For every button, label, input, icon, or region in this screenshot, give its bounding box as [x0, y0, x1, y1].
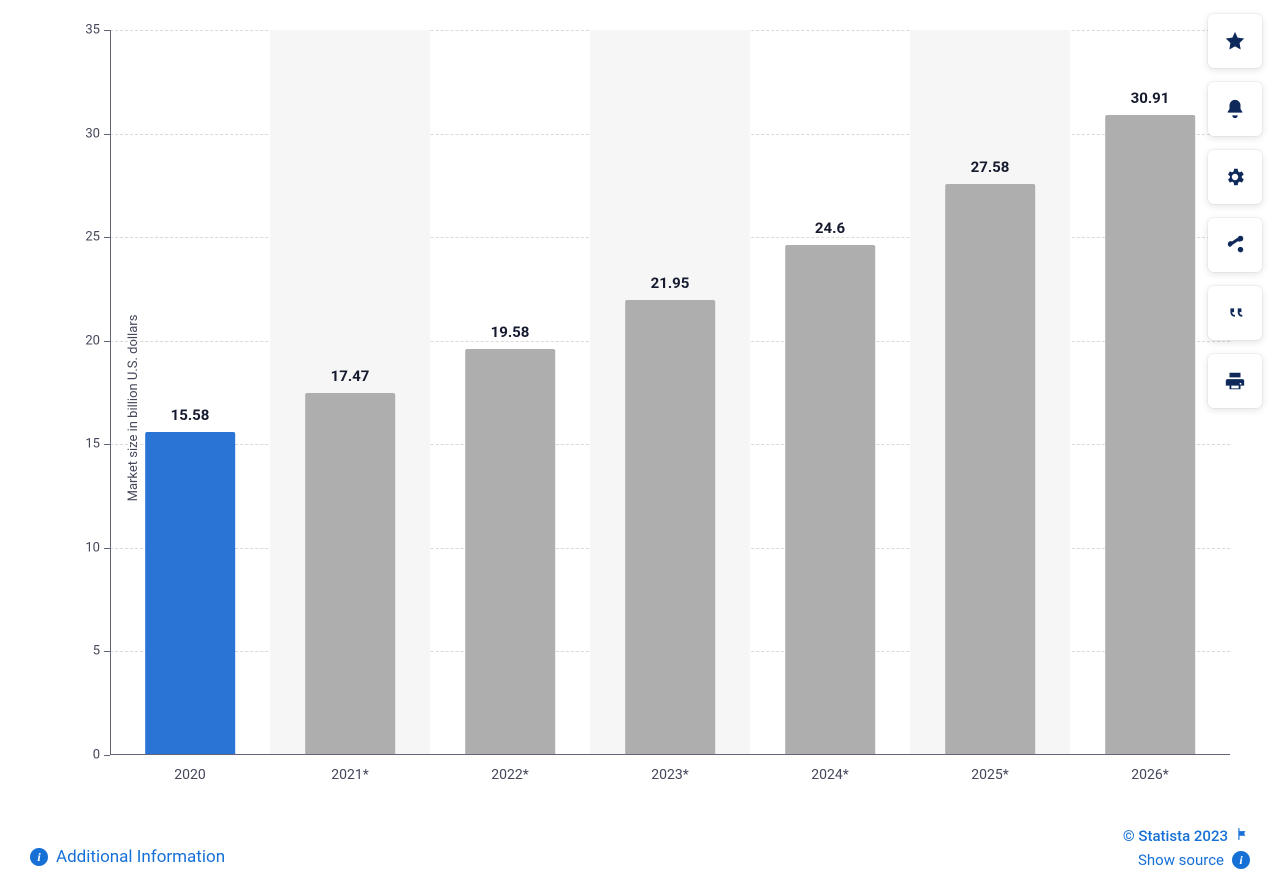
y-tick-label: 35	[85, 23, 100, 38]
statista-credit[interactable]: © Statista 2023	[1123, 827, 1250, 845]
bar-value-label: 30.91	[1131, 89, 1170, 107]
statista-credit-label: © Statista 2023	[1123, 827, 1228, 845]
y-tick-label: 20	[85, 333, 100, 348]
bar-value-label: 24.6	[815, 219, 845, 237]
bar-value-label: 27.58	[971, 158, 1010, 176]
y-tick-label: 5	[93, 644, 100, 659]
x-tick-label: 2025*	[971, 767, 1009, 783]
share-button[interactable]	[1208, 218, 1262, 272]
flag-icon	[1236, 827, 1250, 845]
info-icon: i	[1232, 851, 1250, 869]
y-tick-mark	[104, 341, 110, 342]
y-tick-mark	[104, 134, 110, 135]
x-tick-label: 2023*	[651, 767, 689, 783]
x-tick-label: 2024*	[811, 767, 849, 783]
info-icon: i	[30, 848, 48, 866]
plot-area: 15.58202017.472021*19.582022*21.952023*2…	[110, 30, 1230, 755]
bar-column: 17.472021*	[270, 30, 430, 755]
bar-value-label: 17.47	[331, 367, 370, 385]
bar-column: 30.912026*	[1070, 30, 1230, 755]
bell-icon	[1224, 98, 1246, 120]
y-tick-label: 15	[85, 437, 100, 452]
y-tick-label: 0	[93, 748, 100, 763]
additional-information-link[interactable]: i Additional Information	[30, 847, 225, 867]
y-tick-mark	[104, 237, 110, 238]
bar[interactable]: 21.95	[625, 300, 715, 755]
cite-button[interactable]	[1208, 286, 1262, 340]
show-source-label: Show source	[1138, 851, 1224, 869]
show-source-link[interactable]: Show source i	[1123, 851, 1250, 869]
bar-value-label: 21.95	[651, 274, 690, 292]
y-tick-mark	[104, 651, 110, 652]
bar[interactable]: 17.47	[305, 393, 395, 755]
x-axis-line	[110, 754, 1230, 755]
quote-icon	[1224, 302, 1246, 324]
chart-footer: i Additional Information © Statista 2023…	[30, 817, 1250, 867]
notify-button[interactable]	[1208, 82, 1262, 136]
bar-column: 27.582025*	[910, 30, 1070, 755]
action-bar	[1208, 14, 1262, 408]
y-tick-mark	[104, 30, 110, 31]
y-tick-mark	[104, 548, 110, 549]
bar-value-label: 19.58	[491, 323, 530, 341]
y-tick-label: 10	[85, 540, 100, 555]
star-icon	[1224, 30, 1246, 52]
x-tick-label: 2022*	[491, 767, 529, 783]
y-tick-mark	[104, 444, 110, 445]
bar-column: 24.62024*	[750, 30, 910, 755]
x-tick-label: 2026*	[1131, 767, 1169, 783]
bar-value-label: 15.58	[171, 406, 210, 424]
share-icon	[1224, 234, 1246, 256]
bar-column: 21.952023*	[590, 30, 750, 755]
y-tick-mark	[104, 755, 110, 756]
gear-icon	[1224, 166, 1246, 188]
x-tick-label: 2020	[174, 767, 205, 783]
y-tick-label: 25	[85, 230, 100, 245]
y-axis-line	[110, 30, 111, 755]
print-button[interactable]	[1208, 354, 1262, 408]
bar[interactable]: 27.58	[945, 184, 1035, 755]
print-icon	[1224, 370, 1246, 392]
bar[interactable]: 15.58	[145, 432, 235, 755]
bar-column: 15.582020	[110, 30, 270, 755]
x-tick-label: 2021*	[331, 767, 369, 783]
y-tick-label: 30	[85, 126, 100, 141]
bar[interactable]: 24.6	[785, 245, 875, 755]
chart-container: Market size in billion U.S. dollars 15.5…	[30, 10, 1250, 805]
bar[interactable]: 19.58	[465, 349, 555, 755]
bar[interactable]: 30.91	[1105, 115, 1195, 755]
favorite-button[interactable]	[1208, 14, 1262, 68]
additional-information-label: Additional Information	[56, 847, 225, 867]
bar-column: 19.582022*	[430, 30, 590, 755]
settings-button[interactable]	[1208, 150, 1262, 204]
